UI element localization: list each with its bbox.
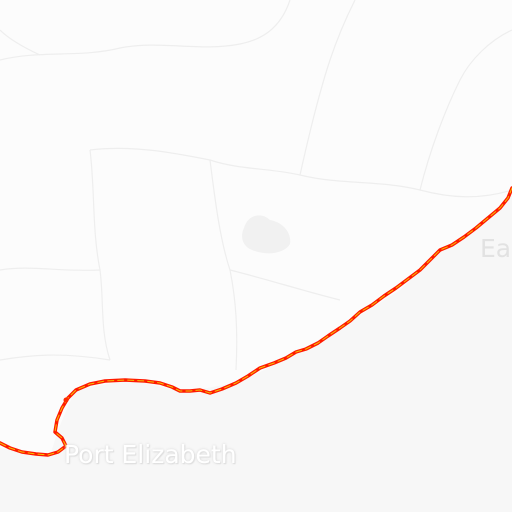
sea-area [0, 195, 512, 512]
place-label-port-elizabeth[interactable]: Port Elizabeth [64, 440, 237, 469]
place-label-east-partial[interactable]: Ea [480, 234, 512, 263]
lake [242, 215, 291, 254]
coast-marker-dot [63, 397, 69, 403]
admin-boundaries [0, 0, 512, 371]
coastline-heat-inner [0, 187, 512, 456]
